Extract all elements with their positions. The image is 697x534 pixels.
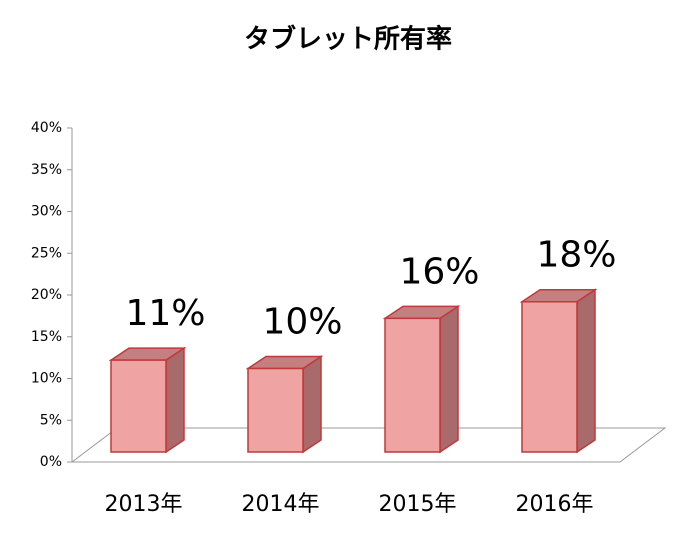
- y-tick-label: 0%: [40, 454, 62, 470]
- bar-front: [521, 300, 578, 453]
- y-tick-label: 35%: [31, 162, 62, 178]
- bar-front: [110, 359, 167, 453]
- bar: [245, 355, 324, 454]
- y-tick-label: 10%: [31, 371, 62, 387]
- bar-front: [384, 317, 441, 453]
- bar: [108, 346, 187, 454]
- chart-title: タブレット所有率: [244, 24, 452, 55]
- y-tick-label: 25%: [31, 245, 62, 261]
- y-tick-label: 15%: [31, 329, 62, 345]
- bar-side: [302, 355, 322, 454]
- x-tick-label: 2013年: [105, 492, 183, 517]
- y-tick-label: 5%: [40, 412, 62, 428]
- value-label: 11%: [125, 293, 205, 334]
- y-tick-label: 30%: [31, 204, 62, 220]
- bar: [382, 304, 461, 454]
- y-tick-label: 40%: [31, 120, 62, 136]
- x-tick-label: 2016年: [516, 492, 594, 517]
- bar-side: [576, 288, 596, 454]
- value-label: 18%: [536, 235, 616, 276]
- bar-front: [247, 367, 304, 453]
- y-tick-label: 20%: [31, 287, 62, 303]
- x-tick-label: 2015年: [379, 492, 457, 517]
- bar: [519, 288, 598, 454]
- bar-side: [439, 304, 459, 454]
- bar-side: [165, 346, 185, 454]
- x-tick-label: 2014年: [242, 492, 320, 517]
- value-label: 16%: [399, 251, 479, 292]
- floor: [70, 427, 667, 463]
- value-label: 10%: [262, 302, 342, 343]
